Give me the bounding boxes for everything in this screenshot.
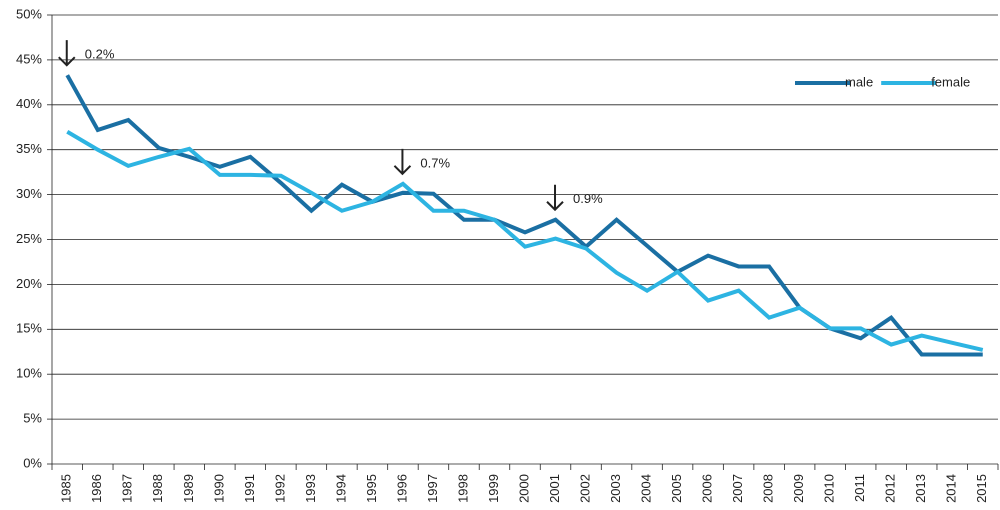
x-tick-label: 2015 <box>974 474 989 503</box>
x-tick-label: 1997 <box>425 474 440 503</box>
x-tick-label: 1989 <box>181 474 196 503</box>
x-tick-label: 1999 <box>486 474 501 503</box>
x-tick-label: 2009 <box>791 474 806 503</box>
y-tick-label: 35% <box>16 141 42 156</box>
x-tick-label: 2014 <box>944 474 959 503</box>
annotation-arrow <box>58 40 76 67</box>
x-tick-label: 1996 <box>394 474 409 503</box>
x-tick-label: 2008 <box>761 474 776 503</box>
x-tick-label: 2013 <box>913 474 928 503</box>
annotation-label: 0.9% <box>573 191 603 206</box>
x-tick-label: 2010 <box>822 474 837 503</box>
x-tick-label: 2005 <box>669 474 684 503</box>
line-series <box>65 74 983 357</box>
line-series <box>66 130 984 352</box>
legend-label: female <box>931 74 970 89</box>
x-tick-label: 2004 <box>639 474 654 503</box>
y-tick-label: 45% <box>16 51 42 66</box>
x-tick-label: 2006 <box>700 474 715 503</box>
x-tick-label: 1991 <box>242 474 257 503</box>
y-tick-label: 25% <box>16 231 42 246</box>
y-tick-label: 40% <box>16 96 42 111</box>
x-tick-label: 2012 <box>883 474 898 503</box>
annotation-label: 0.2% <box>85 47 115 62</box>
y-tick-label: 10% <box>16 366 42 381</box>
x-tick-label: 1990 <box>211 474 226 503</box>
x-tick-label: 2002 <box>577 474 592 503</box>
y-tick-label: 15% <box>16 321 42 336</box>
x-tick-label: 1988 <box>150 474 165 503</box>
x-tick-label: 1998 <box>455 474 470 503</box>
annotation-arrow <box>393 148 412 176</box>
y-tick-label: 50% <box>16 6 42 21</box>
x-tick-label: 2007 <box>730 474 745 503</box>
annotation-arrow <box>546 184 564 212</box>
x-tick-label: 1995 <box>364 474 379 503</box>
x-tick-label: 2000 <box>516 474 531 503</box>
legend-label: male <box>845 74 873 89</box>
x-tick-label: 1994 <box>333 474 348 503</box>
y-tick-label: 20% <box>16 276 42 291</box>
x-tick-label: 2001 <box>547 474 562 503</box>
x-tick-label: 1986 <box>89 474 104 503</box>
y-tick-label: 5% <box>23 411 42 426</box>
x-tick-label: 2003 <box>608 474 623 503</box>
x-tick-label: 1987 <box>120 474 135 503</box>
x-tick-label: 1992 <box>272 474 287 503</box>
x-tick-label: 1993 <box>303 474 318 503</box>
y-tick-label: 30% <box>16 186 42 201</box>
x-tick-label: 2011 <box>852 474 867 502</box>
annotation-label: 0.7% <box>420 155 450 170</box>
y-tick-label: 0% <box>23 455 42 470</box>
x-tick-label: 1985 <box>59 474 74 503</box>
